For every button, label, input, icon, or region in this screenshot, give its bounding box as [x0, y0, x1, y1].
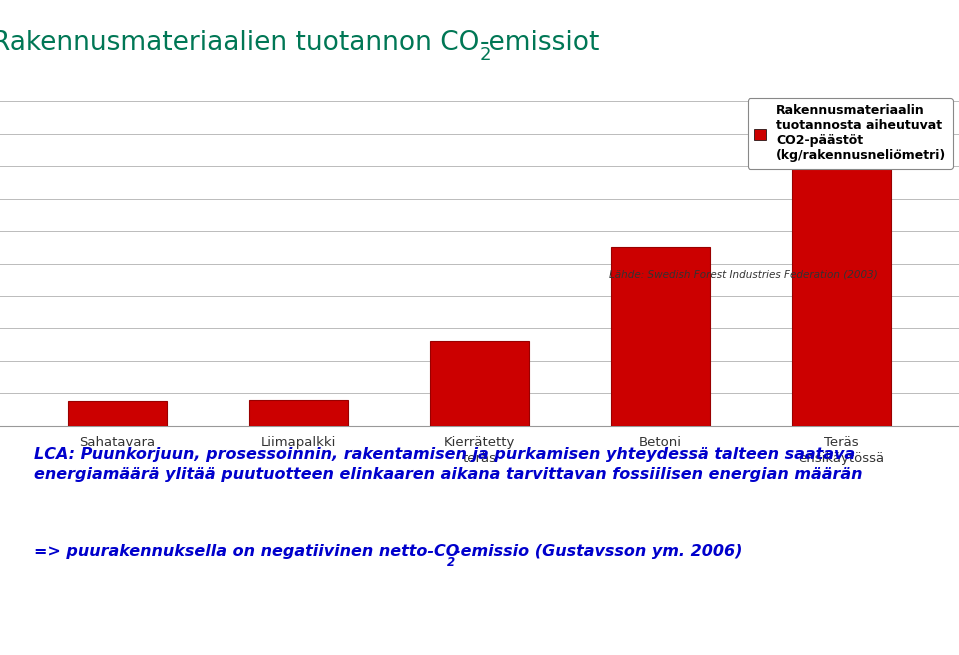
Text: METLA: METLA [861, 619, 940, 639]
Bar [68, 402, 168, 426]
Text: => puurakennuksella on negatiivinen netto-CO: => puurakennuksella on negatiivinen nett… [34, 544, 459, 559]
Text: Lähde: Swedish Forest Industries Federation (2003): Lähde: Swedish Forest Industries Federat… [609, 269, 877, 279]
Text: 2: 2 [480, 47, 491, 64]
Text: 4: 4 [476, 622, 483, 635]
Text: Rakennusmateriaalien tuotannon CO: Rakennusmateriaalien tuotannon CO [0, 29, 480, 56]
Text: -emissio (Gustavsson ym. 2006): -emissio (Gustavsson ym. 2006) [455, 544, 743, 559]
Text: 2: 2 [447, 555, 455, 569]
Bar [611, 248, 711, 426]
Bar [430, 341, 529, 426]
Legend: Rakennusmateriaalin
tuotannosta aiheutuvat
CO2-päästöt
(kg/rakennusneliömetri): Rakennusmateriaalin tuotannosta aiheutuv… [747, 98, 952, 169]
Text: 14.9.2010: 14.9.2010 [19, 624, 76, 634]
Text: LCA: Puunkorjuun, prosessoinnin, rakentamisen ja purkamisen yhteydessä talteen s: LCA: Puunkorjuun, prosessoinnin, rakenta… [34, 447, 862, 482]
Text: -emissiot: -emissiot [480, 29, 600, 56]
Bar [791, 113, 891, 426]
Bar [248, 400, 348, 426]
